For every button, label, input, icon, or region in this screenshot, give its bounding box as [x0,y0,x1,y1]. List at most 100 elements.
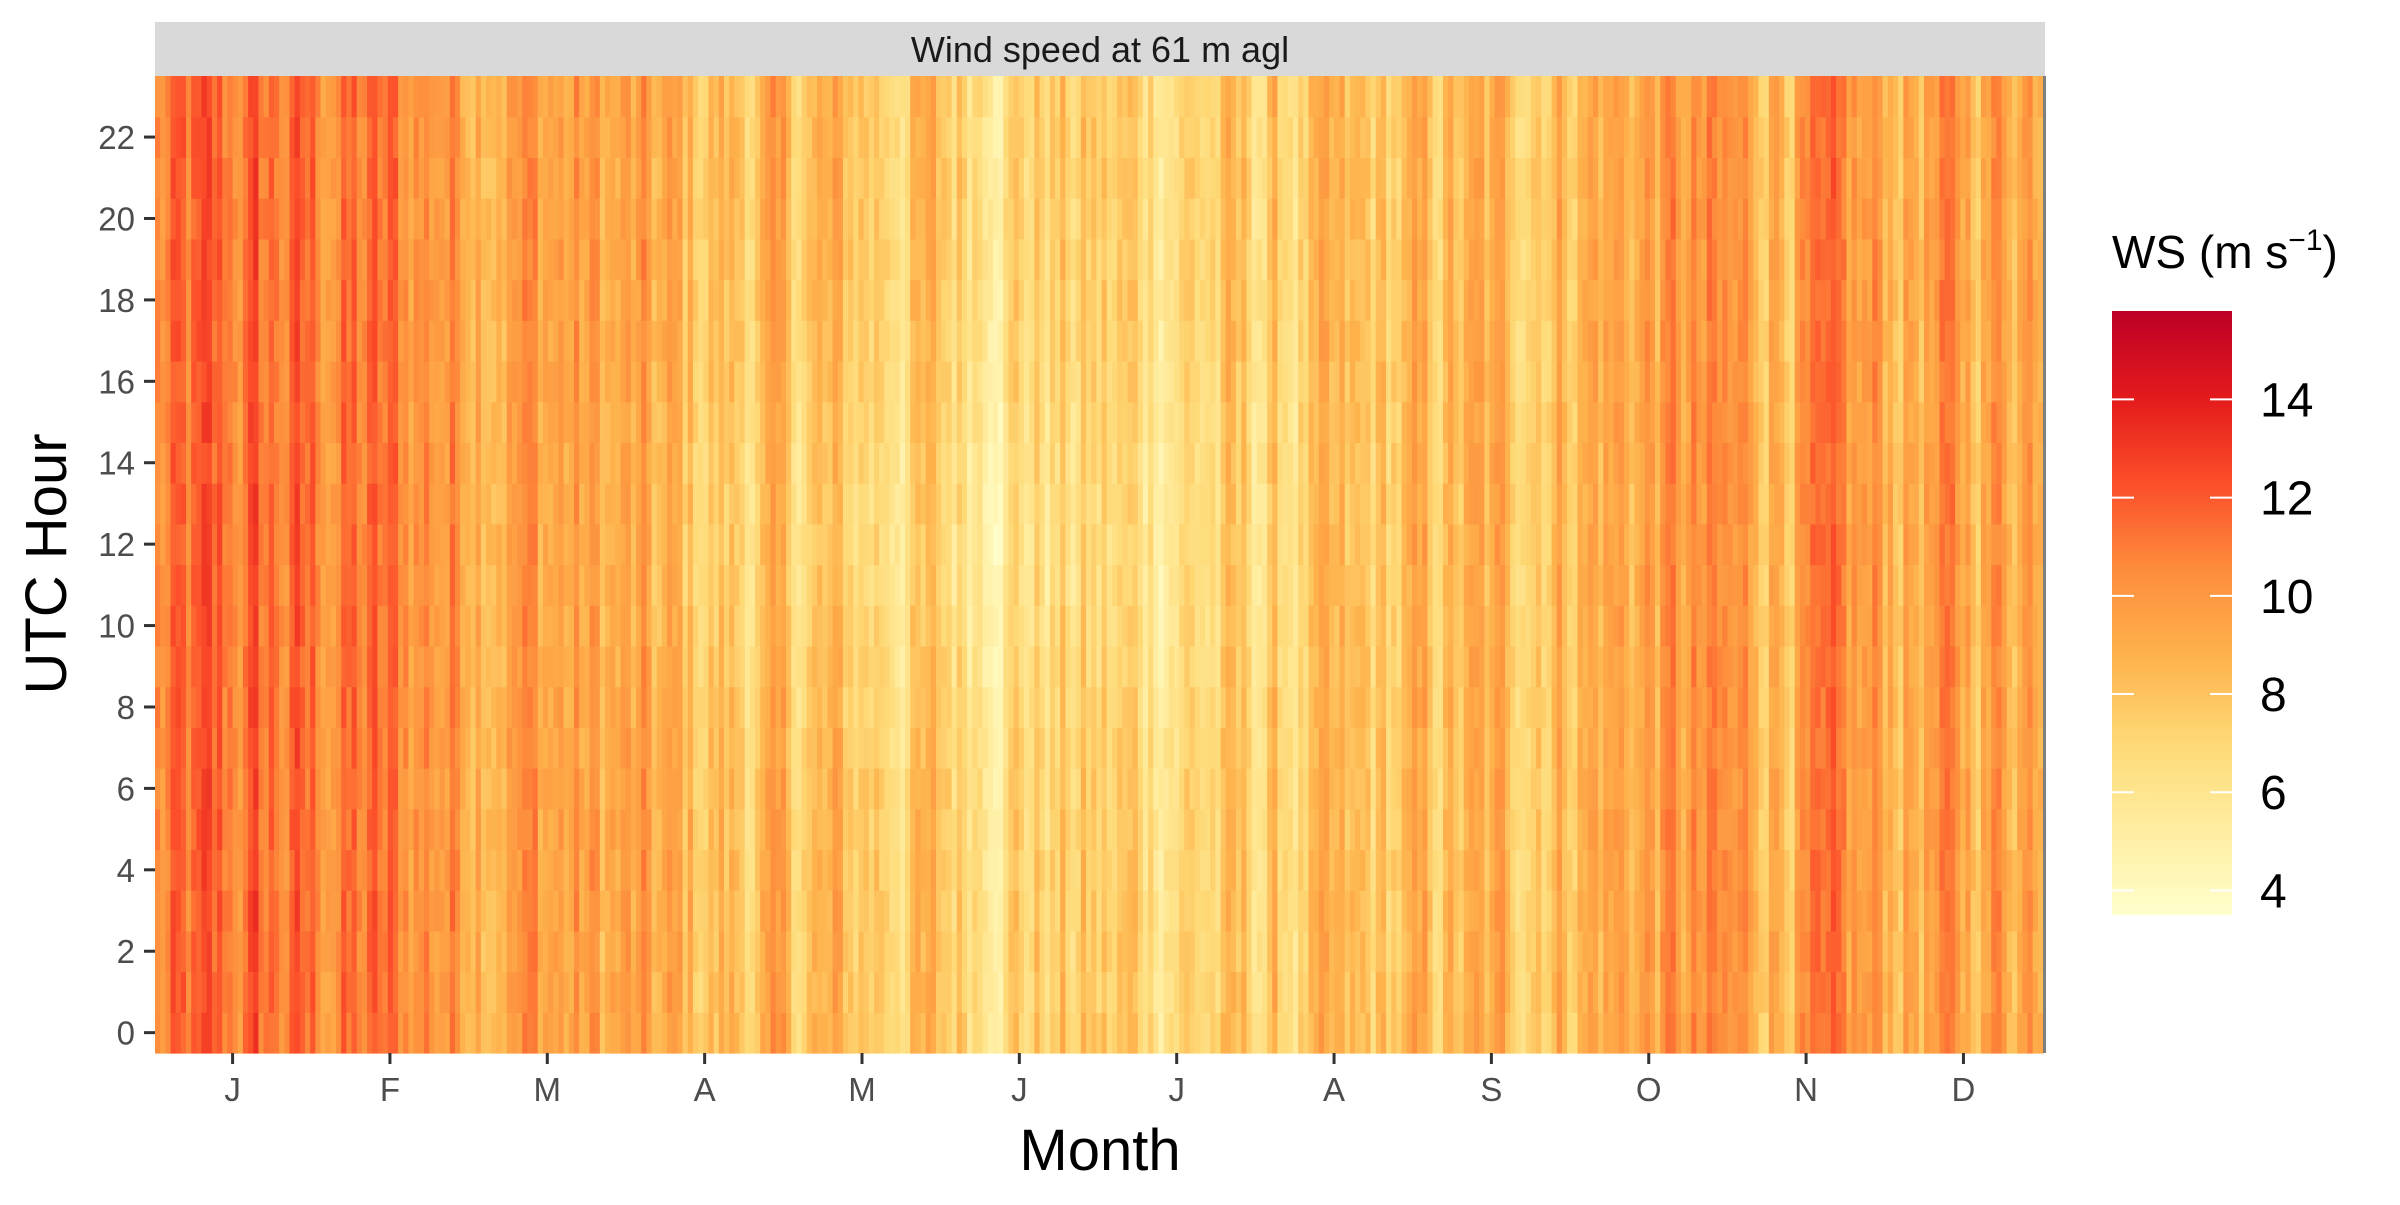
heatmap-cell [351,76,358,118]
heatmap-cell [1168,890,1175,932]
heatmap-cell [232,116,239,159]
heatmap-cell [646,401,653,443]
heatmap-cell [915,320,922,362]
heatmap-cell [956,238,963,281]
heatmap-cell [563,238,570,281]
heatmap-cell [1127,1012,1134,1054]
heatmap-cell [692,971,699,1013]
heatmap-cell [1137,238,1144,281]
heatmap-cell [439,890,446,932]
heatmap-cell [775,76,782,118]
heatmap-cell [930,564,937,606]
heatmap-cell [817,645,823,688]
heatmap-cell [1086,605,1092,647]
heatmap-cell [553,890,560,932]
heatmap-cell [1142,401,1149,443]
heatmap-cell [160,849,166,891]
heatmap-cell [667,890,673,932]
heatmap-cell [1044,971,1051,1013]
heatmap-cell [372,890,379,932]
heatmap-cell [460,483,466,525]
heatmap-cell [946,523,953,566]
heatmap-cell [791,849,797,891]
heatmap-cell [1168,523,1175,566]
heatmap-cell [242,401,249,443]
heatmap-cell [356,198,363,240]
heatmap-cell [522,645,529,688]
heatmap-cell [915,523,922,566]
heatmap-cell [305,360,311,403]
heatmap-cell [455,279,461,321]
heatmap-cell [1210,645,1216,688]
heatmap-cell [982,523,989,566]
heatmap-cell [827,116,834,159]
heatmap-cell [165,523,172,566]
heatmap-cell [382,523,389,566]
heatmap-cell [910,564,916,606]
heatmap-cell [506,238,513,281]
heatmap-cell [558,727,565,769]
heatmap-cell [242,971,249,1013]
heatmap-cell [398,686,404,728]
heatmap-cell [398,279,404,321]
heatmap-cell [605,930,611,973]
heatmap-cell [1049,523,1056,566]
heatmap-cell [853,808,860,851]
heatmap-cell [361,768,368,810]
heatmap-cell [522,116,529,159]
heatmap-cell [879,157,885,199]
heatmap-cell [977,605,984,647]
heatmap-cell [1194,605,1201,647]
heatmap-cell [1024,808,1030,851]
heatmap-cell [755,768,761,810]
heatmap-cell [1158,401,1165,443]
heatmap-cell [253,890,260,932]
heatmap-cell [315,605,322,647]
heatmap-cell [356,483,363,525]
heatmap-cell [579,483,585,525]
heatmap-cell [537,238,544,281]
heatmap-cell [449,238,456,281]
heatmap-cell [387,523,394,566]
heatmap-cell [1049,686,1056,728]
heatmap-cell [641,360,647,403]
heatmap-cell [858,198,865,240]
heatmap-cell [532,523,539,566]
heatmap-cell [992,157,999,199]
heatmap-cell [899,360,906,403]
heatmap-cell [749,76,756,118]
heatmap-cell [351,320,358,362]
heatmap-cell [734,564,741,606]
heatmap-cell [873,401,880,443]
heatmap-cell [527,1012,534,1054]
heatmap-cell [305,605,311,647]
heatmap-cell [925,645,932,688]
heatmap-cell [998,564,1004,606]
heatmap-cell [770,971,777,1013]
heatmap-cell [770,890,777,932]
heatmap-cell [1148,401,1154,443]
heatmap-cell [553,971,560,1013]
heatmap-cell [1075,483,1082,525]
heatmap-cell [279,238,285,281]
heatmap-cell [170,1012,177,1054]
heatmap-cell [429,279,435,321]
heatmap-cell [1122,157,1129,199]
heatmap-cell [1034,157,1041,199]
heatmap-cell [687,564,694,606]
heatmap-cell [1106,849,1113,891]
heatmap-cell [196,523,203,566]
heatmap-cell [770,442,777,484]
heatmap-cell [734,971,741,1013]
heatmap-cell [589,238,596,281]
heatmap-cell [1111,198,1118,240]
heatmap-cell [315,76,322,118]
heatmap-cell [605,849,611,891]
heatmap-cell [1008,564,1015,606]
heatmap-cell [1003,686,1010,728]
heatmap-cell [967,890,973,932]
heatmap-cell [961,483,968,525]
heatmap-cell [905,523,911,566]
heatmap-cell [1189,808,1196,851]
heatmap-cell [827,564,834,606]
